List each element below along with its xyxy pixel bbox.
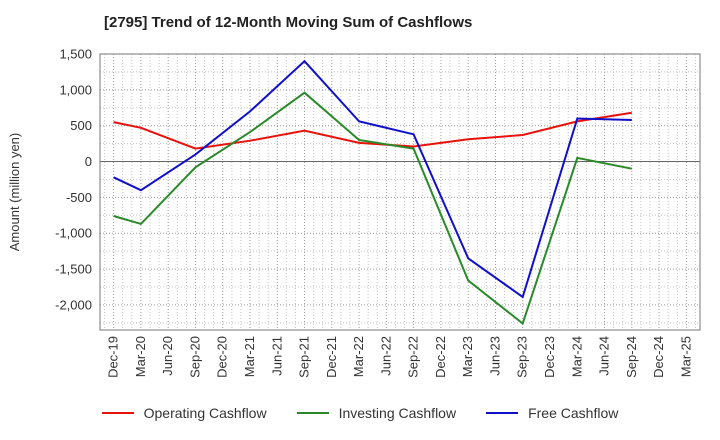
legend: Operating Cashflow Investing Cashflow Free… (0, 405, 720, 421)
series-layer (113, 59, 632, 326)
y-tick-label: -2,000 (55, 297, 92, 312)
axis-layer (99, 53, 701, 331)
x-tick-label: Jun-20 (160, 336, 175, 376)
legend-item: Operating Cashflow (101, 405, 267, 421)
legend-label: Free Cashflow (528, 405, 619, 421)
y-tick-label: 1,000 (59, 82, 92, 97)
legend-label: Operating Cashflow (143, 405, 267, 421)
x-tick-label: Sep-22 (406, 336, 421, 378)
x-tick-label: Sep-24 (624, 336, 639, 378)
y-tick-label: 0 (85, 154, 92, 169)
legend-item: Free Cashflow (486, 405, 618, 421)
x-tick-label: Mar-25 (678, 336, 693, 377)
y-tick-label: -1,000 (55, 226, 92, 241)
x-tick-label: Mar-23 (460, 336, 475, 377)
legend-item: Investing Cashflow (296, 405, 457, 421)
y-tick-label: 500 (70, 118, 92, 133)
x-tick-label: Sep-23 (515, 336, 530, 378)
legend-swatch (101, 412, 134, 414)
x-tick-label: Dec-23 (542, 336, 557, 378)
series-line-free-cashflow (113, 59, 632, 299)
chart-title: [2795] Trend of 12-Month Moving Sum of C… (104, 14, 473, 31)
y-tick-label: 1,500 (59, 47, 92, 62)
x-tick-label: Dec-20 (215, 336, 230, 378)
x-tick-label: Jun-24 (597, 336, 612, 376)
series-line-investing-cashflow (113, 91, 632, 326)
x-tick-label: Jun-21 (269, 336, 284, 376)
x-tick-label: Jun-22 (378, 336, 393, 376)
x-tick-label: Jun-23 (487, 336, 502, 376)
x-tick-label: Dec-19 (106, 336, 121, 378)
x-tick-label: Mar-22 (351, 336, 366, 377)
x-tick-label: Dec-21 (324, 336, 339, 378)
x-tick-label: Mar-20 (133, 336, 148, 377)
legend-swatch (296, 412, 329, 414)
x-tick-label: Mar-21 (242, 336, 257, 377)
x-tick-label: Sep-21 (297, 336, 312, 378)
grid-layer (100, 53, 700, 330)
x-tick-label: Mar-24 (569, 336, 584, 377)
legend-swatch (486, 412, 519, 414)
y-axis-label: Amount (million yen) (7, 133, 22, 252)
tick-layer: 1,500 1,000 500 0 -500 -1,000 -1,500 -2,000 Dec-… (55, 47, 693, 378)
y-tick-label: -1,500 (55, 262, 92, 277)
plot-frame (99, 53, 701, 331)
series-line-operating-cashflow (113, 111, 632, 150)
x-tick-label: Dec-22 (433, 336, 448, 378)
x-tick-label: Sep-20 (187, 336, 202, 378)
y-tick-label: -500 (66, 190, 92, 205)
legend-label: Investing Cashflow (338, 405, 457, 421)
x-tick-label: Dec-24 (651, 336, 666, 378)
